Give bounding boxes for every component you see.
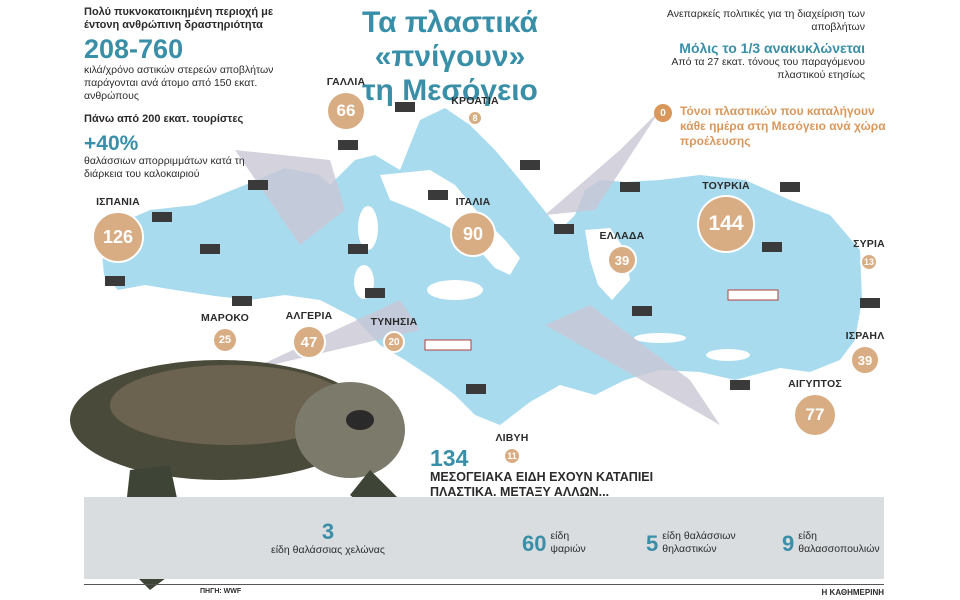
- waste-range: 208-760: [84, 34, 184, 64]
- species-text: ΜΕΣΟΓΕΙΑΚΑ ΕΙΔΗ ΕΧΟΥΝ ΚΑΤΑΠΙΕΙ ΠΛΑΣΤΙΚΑ.…: [430, 470, 654, 499]
- country-egypt: ΑΙΓΥΠΤΟΣ 77: [780, 378, 850, 437]
- waste-description: κιλά/χρόνο αστικών στερεών αποβλήτων παρ…: [84, 64, 274, 102]
- footer-rule: [84, 584, 884, 585]
- recycling-rate: Μόλις το 1/3 ανακυκλώνεται: [679, 40, 865, 56]
- species-total: 134: [430, 445, 469, 471]
- policy-heading: Ανεπαρκείς πολιτικές για τη διαχείριση τ…: [666, 8, 865, 33]
- country-algeria: ΑΛΓΕΡΙΑ 47: [278, 310, 340, 359]
- title-line-1: Τα πλαστικά «πνίγουν»: [362, 6, 538, 73]
- mammal-species: 5 είδη θαλάσσιων θηλαστικών: [646, 530, 736, 556]
- country-italy: ΙΤΑΛΙΑ 90: [443, 196, 503, 257]
- title-line-2: τη Μεσόγειο: [362, 74, 538, 107]
- population-stat: Πολύ πυκνοκατοικημένη περιοχή με έντονη …: [84, 6, 284, 181]
- country-tunisia: ΤΥΝΗΣΙΑ 20: [362, 316, 426, 353]
- species-strip: [84, 497, 884, 579]
- tourists-heading: Πάνω από 200 εκατ. τουρίστες: [84, 113, 244, 125]
- country-turkey: ΤΟΥΡΚΙΑ 144: [690, 180, 762, 253]
- infographic-title: Τα πλαστικά «πνίγουν» τη Μεσόγειο: [290, 6, 610, 108]
- policy-stat: Ανεπαρκείς πολιτικές για τη διαχείριση τ…: [655, 8, 865, 82]
- country-croatia: ΚΡΟΑΤΙΑ 8: [445, 95, 505, 126]
- country-greece: ΕΛΛΑΔΑ 39: [592, 230, 652, 275]
- population-heading: Πολύ πυκνοκατοικημένη περιοχή με έντονη …: [84, 6, 274, 31]
- recycling-description: Από τα 27 εκατ. τόνους του παραγόμενου π…: [671, 56, 865, 81]
- source-credit: ΠΗΓΗ: WWF: [200, 588, 242, 595]
- bird-species: 9 είδη θαλασσοπουλιών: [782, 530, 880, 556]
- legend-text: Τόνοι πλαστικών που καταλήγουν κάθε ημέρ…: [680, 104, 886, 148]
- summer-description: θαλάσσιων απορριμμάτων κατά τη διάρκεια …: [84, 155, 245, 180]
- ship-icon: [424, 289, 779, 351]
- country-france: ΓΑΛΛΙΑ 66: [318, 76, 374, 131]
- species-heading: 134 ΜΕΣΟΓΕΙΑΚΑ ΕΙΔΗ ΕΧΟΥΝ ΚΑΤΑΠΙΕΙ ΠΛΑΣΤ…: [430, 446, 690, 500]
- legend: 0 Τόνοι πλαστικών που καταλήγουν κάθε ημ…: [654, 104, 894, 149]
- legend-marker: 0: [654, 104, 672, 122]
- publisher-credit: Η ΚΑΘΗΜΕΡΙΝΗ: [821, 588, 884, 597]
- summer-increase: +40%: [84, 132, 139, 155]
- fish-species: 60 είδη ψαριών: [522, 530, 586, 556]
- country-morocco: ΜΑΡΟΚΟ 25: [196, 312, 254, 353]
- country-israel: ΙΣΡΑΗΛ 39: [836, 330, 894, 375]
- country-spain: ΙΣΠΑΝΙΑ 126: [86, 196, 150, 263]
- turtle-species: 3 είδη θαλάσσιας χελώνας: [271, 519, 385, 557]
- country-syria: ΣΥΡΙΑ 13: [842, 238, 896, 271]
- country-libya: ΛΙΒΥΗ 11: [485, 432, 539, 465]
